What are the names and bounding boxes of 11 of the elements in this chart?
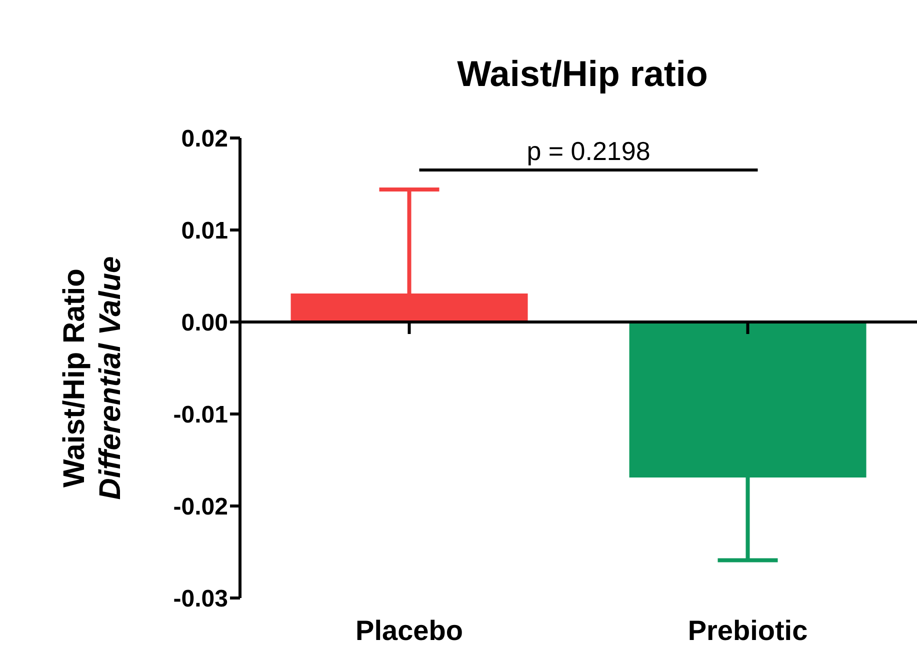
x-tick-label: Placebo [356, 614, 463, 646]
y-tick-label: -0.02 [173, 494, 228, 521]
y-tick-label: -0.01 [173, 402, 228, 429]
y-tick-label: -0.03 [173, 586, 228, 613]
chart-title: Waist/Hip ratio [456, 53, 709, 95]
y-tick-label: 0.00 [181, 310, 228, 337]
annotation: p = 0.2198 [526, 136, 650, 166]
y-tick-label: 0.01 [181, 218, 228, 245]
x-tick-label: Prebiotic [688, 614, 808, 646]
y-axis-title: Waist/Hip Ratio Differential Value [58, 256, 127, 500]
y-tick-label: 0.02 [181, 126, 228, 153]
